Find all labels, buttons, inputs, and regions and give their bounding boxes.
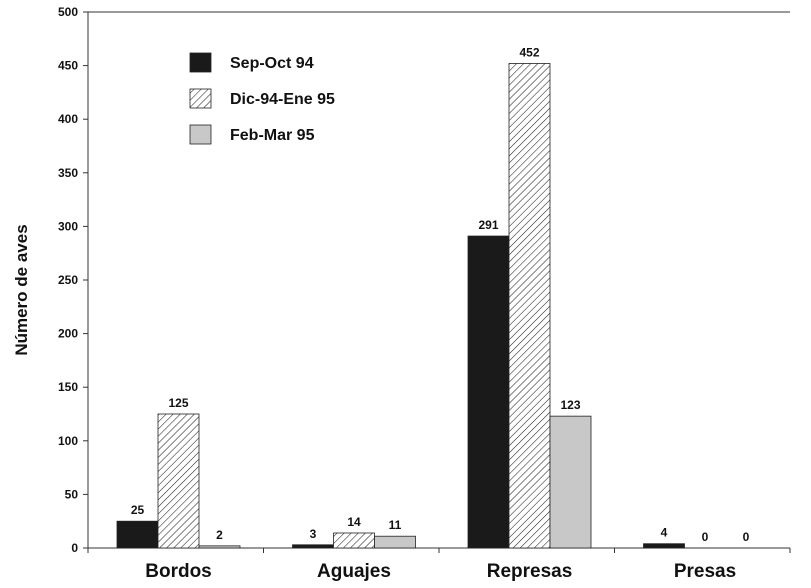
bar: [116, 520, 159, 549]
y-tick-label: 450: [58, 59, 78, 73]
y-axis-title: Número de aves: [12, 224, 31, 355]
y-tick-label: 50: [65, 487, 79, 501]
y-tick-label: 250: [58, 273, 78, 287]
y-tick-label: 100: [58, 434, 78, 448]
data-label: 3: [310, 527, 317, 541]
legend-label: Sep-Oct 94: [230, 55, 314, 72]
bar: [467, 235, 510, 549]
y-tick-label: 500: [58, 5, 78, 19]
x-category-label: Represas: [487, 561, 573, 582]
data-label: 123: [560, 398, 580, 412]
legend-swatch: [189, 124, 212, 145]
bar: [292, 544, 334, 549]
y-tick-label: 0: [71, 541, 78, 555]
data-label: 14: [347, 515, 361, 529]
x-category-label: Presas: [674, 561, 736, 582]
data-label: 2: [216, 528, 223, 542]
data-label: 125: [168, 396, 188, 410]
y-tick-label: 350: [58, 166, 78, 180]
data-label: 0: [743, 530, 750, 544]
y-tick-label: 150: [58, 380, 78, 394]
x-category-label: Aguajes: [317, 561, 391, 582]
legend-swatch: [189, 88, 212, 109]
bar: [198, 545, 241, 549]
legend-swatch: [189, 52, 212, 73]
legend-label: Dic-94-Ene 95: [230, 91, 335, 108]
data-label: 0: [702, 530, 709, 544]
bar: [374, 535, 416, 549]
bar: [643, 543, 685, 549]
data-label: 452: [519, 45, 539, 59]
y-tick-label: 300: [58, 219, 78, 233]
bar: [508, 63, 551, 549]
bar: [333, 532, 375, 549]
y-tick-label: 200: [58, 327, 78, 341]
x-category-label: Bordos: [145, 561, 212, 582]
data-label: 4: [661, 526, 668, 540]
bar: [549, 415, 592, 549]
data-label: 25: [131, 503, 145, 517]
y-tick-label: 400: [58, 112, 78, 126]
data-label: 291: [478, 218, 498, 232]
bar: [157, 413, 200, 549]
legend-label: Feb-Mar 95: [230, 127, 315, 144]
data-label: 11: [389, 518, 402, 532]
